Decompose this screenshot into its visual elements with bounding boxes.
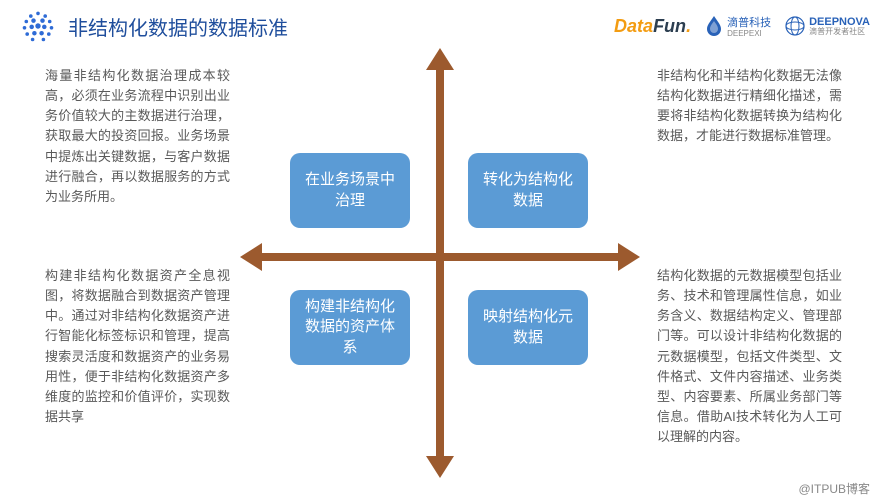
arrow-right-icon xyxy=(618,243,640,271)
footer-credit: @ITPUB博客 xyxy=(798,480,870,497)
quadrant-diagram: 在业务场景中治理 转化为结构化数据 构建非结构化数据的资产体系 映射结构化元数据 xyxy=(250,58,630,468)
brand-deepnova: DEEPNOVA滴普开发者社区 xyxy=(785,16,870,36)
axis-horizontal xyxy=(250,253,630,261)
brand-group: DataFun. 滴普科技DEEPEXI DEEPNOVA滴普开发者社区 xyxy=(614,14,870,38)
arrow-left-icon xyxy=(240,243,262,271)
droplet-icon xyxy=(705,15,723,37)
text-top-right: 非结构化和半结构化数据无法像结构化数据进行精细化描述，需要将非结构化数据转换为结… xyxy=(657,66,842,147)
globe-icon xyxy=(785,16,805,36)
text-top-left: 海量非结构化数据治理成本较高，必须在业务流程中识别出业务价值较大的主数据进行治理… xyxy=(45,66,230,207)
axis-vertical xyxy=(436,58,444,468)
text-bottom-left: 构建非结构化数据资产全息视图，将数据融合到数据资产管理中。通过对非结构化数据资产… xyxy=(45,266,230,427)
brand-datafun: DataFun. xyxy=(614,16,691,37)
header: 非结构化数据的数据标准 DataFun. 滴普科技DEEPEXI DEEPNOV… xyxy=(0,0,890,48)
quadrant-box-br: 映射结构化元数据 xyxy=(468,290,588,365)
quadrant-box-tl: 在业务场景中治理 xyxy=(290,153,410,228)
brand-deepexi: 滴普科技DEEPEXI xyxy=(705,14,771,38)
logo-icon xyxy=(20,8,56,44)
quadrant-box-tr: 转化为结构化数据 xyxy=(468,153,588,228)
page-title: 非结构化数据的数据标准 xyxy=(68,12,614,41)
text-bottom-right: 结构化数据的元数据模型包括业务、技术和管理属性信息，如业务含义、数据结构定义、管… xyxy=(657,266,842,447)
arrow-down-icon xyxy=(426,456,454,478)
quadrant-box-bl: 构建非结构化数据的资产体系 xyxy=(290,290,410,365)
content: 海量非结构化数据治理成本较高，必须在业务流程中识别出业务价值较大的主数据进行治理… xyxy=(0,48,890,478)
arrow-up-icon xyxy=(426,48,454,70)
